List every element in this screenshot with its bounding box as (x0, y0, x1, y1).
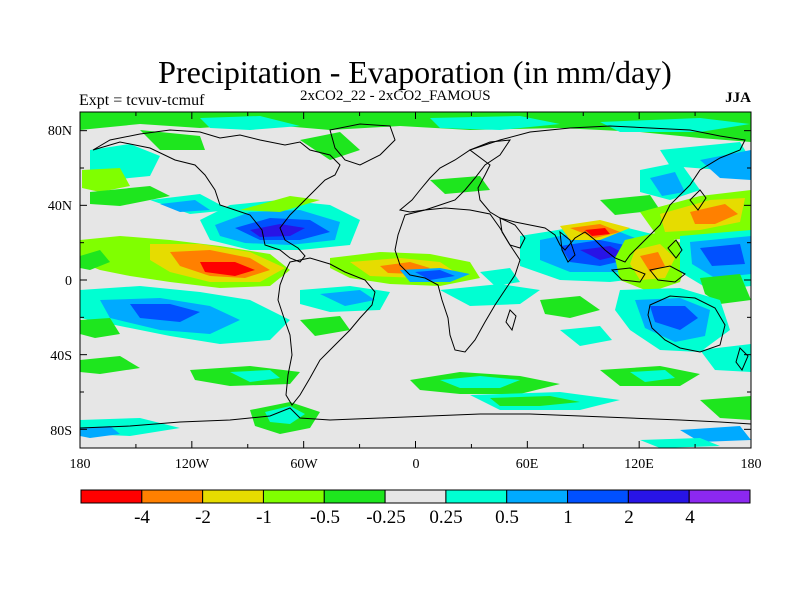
x-tick-label: 180 (70, 457, 91, 472)
season-label: JJA (725, 90, 751, 106)
colorbar-label: -4 (134, 507, 150, 528)
y-tick-label: 0 (65, 274, 72, 289)
colorbar-label: 0.25 (429, 507, 462, 528)
colorbar-swatch (202, 489, 264, 504)
colorbar-swatch (627, 489, 690, 504)
coastlines (80, 123, 751, 429)
y-tick-label: 40S (50, 349, 72, 364)
colorbar-swatch (262, 489, 325, 504)
colorbar-labels: -4 -2 -1 -0.5 -0.25 0.25 0.5 1 2 4 (134, 507, 695, 528)
x-tick-label: 180 (741, 457, 762, 472)
colorbar-swatch (567, 489, 629, 504)
colorbar-label: -0.25 (366, 507, 406, 528)
colorbar (80, 489, 751, 504)
experiment-label: Expt = tcvuv-tcmuf (79, 92, 205, 109)
x-tick-label: 120E (624, 457, 654, 472)
colorbar-swatch (445, 489, 508, 504)
colorbar-swatch (80, 489, 143, 504)
colorbar-swatch (688, 489, 751, 504)
colorbar-label: 1 (563, 507, 573, 528)
comparison-label: 2xCO2_22 - 2xCO2_FAMOUS (300, 88, 491, 104)
colorbar-label: -1 (256, 507, 272, 528)
colorbar-label: -0.5 (310, 507, 340, 528)
colorbar-swatch (506, 489, 569, 504)
colorbar-swatch (323, 489, 386, 504)
colorbar-swatch (141, 489, 204, 504)
colorbar-label: 2 (624, 507, 634, 528)
x-tick-label: 120W (175, 457, 210, 472)
y-tick-label: 40N (48, 199, 72, 214)
plot-title: Precipitation - Evaporation (in mm/day) (158, 54, 672, 90)
colorbar-label: 0.5 (495, 507, 519, 528)
x-tick-label: 60W (290, 457, 318, 472)
colorbar-label: 4 (685, 507, 695, 528)
y-tick-label: 80S (50, 424, 72, 439)
x-tick-label: 0 (413, 457, 420, 472)
colorbar-label: -2 (195, 507, 211, 528)
y-tick-label: 80N (48, 124, 72, 139)
x-tick-label: 60E (516, 457, 539, 472)
colorbar-swatch (384, 489, 447, 504)
